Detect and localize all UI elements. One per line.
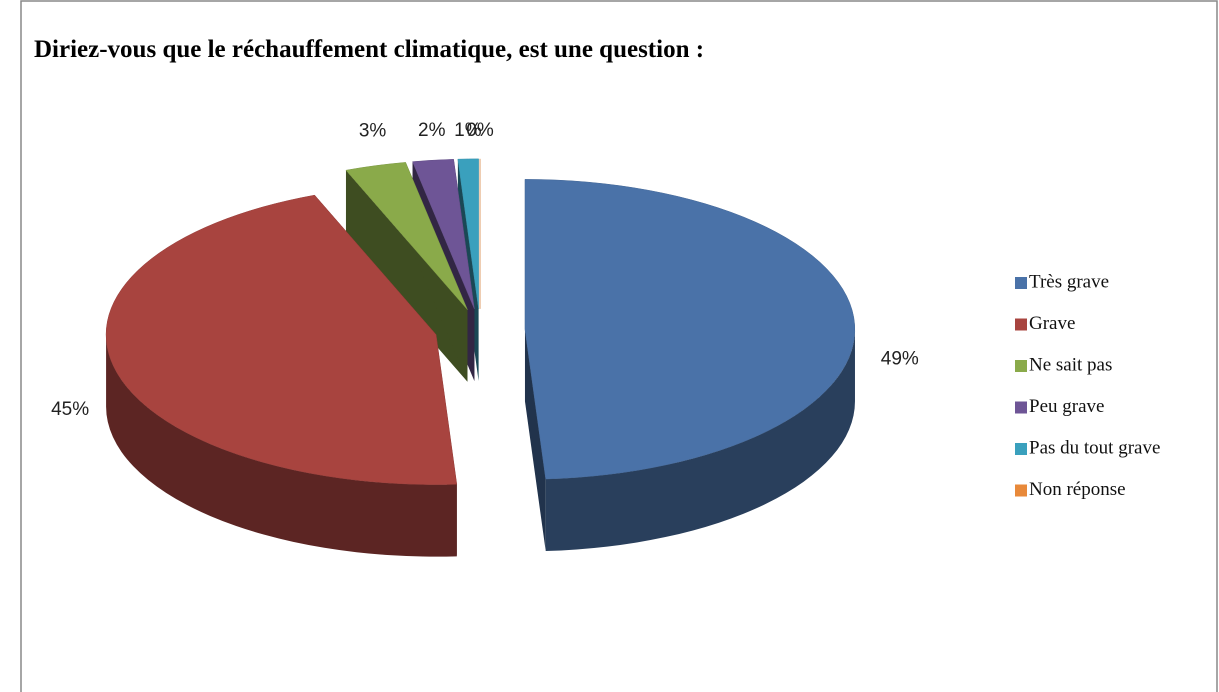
legend-swatch xyxy=(1015,360,1027,372)
legend-swatch xyxy=(1015,484,1027,497)
chart-title: Diriez-vous que le réchauffement climati… xyxy=(34,36,704,63)
slice xyxy=(524,179,856,480)
legend-label: Ne sait pas xyxy=(1029,354,1112,375)
data-label: 3% xyxy=(359,121,387,142)
data-label: 0% xyxy=(466,120,494,141)
slice xyxy=(105,194,458,485)
legend-swatch xyxy=(1015,318,1027,331)
legend-swatch xyxy=(1015,277,1027,289)
slice-side xyxy=(524,329,546,552)
slice xyxy=(412,159,475,310)
legend-label: Peu grave xyxy=(1029,396,1104,417)
legend-swatch xyxy=(1015,443,1027,455)
legend-label: Grave xyxy=(1029,313,1075,334)
slice-wall xyxy=(106,334,457,557)
legend-label: Pas du tout grave xyxy=(1029,437,1160,458)
slice-side xyxy=(345,170,468,382)
slice xyxy=(457,158,479,309)
legend-label: Non réponse xyxy=(1029,479,1126,500)
legend-label: Très grave xyxy=(1029,271,1109,292)
data-label: 1% xyxy=(454,120,482,141)
legend-swatch xyxy=(1015,401,1027,414)
data-label: 2% xyxy=(418,120,446,141)
slice xyxy=(345,162,468,310)
data-label: 49% xyxy=(881,349,919,370)
data-label: 45% xyxy=(51,399,89,420)
slice-wall xyxy=(545,329,855,552)
